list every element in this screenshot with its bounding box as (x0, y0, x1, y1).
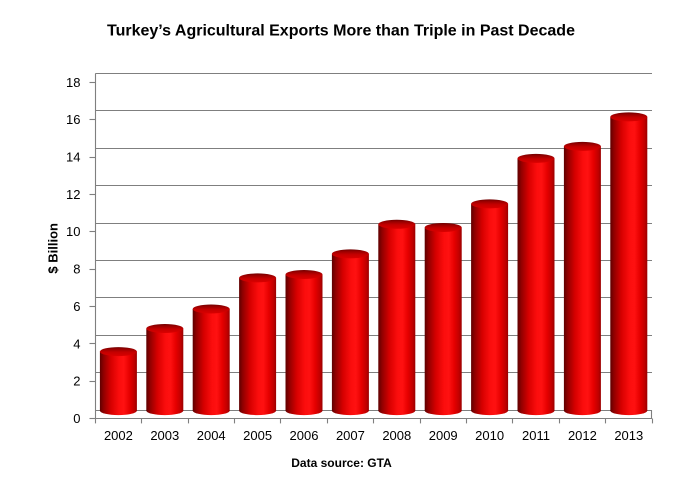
svg-text:2013: 2013 (614, 428, 643, 443)
svg-text:Turkey’s Agricultural Exports: Turkey’s Agricultural Exports More than … (107, 22, 575, 39)
svg-text:2003: 2003 (150, 428, 179, 443)
svg-text:10: 10 (66, 224, 80, 239)
svg-text:2008: 2008 (382, 428, 411, 443)
svg-text:0: 0 (73, 411, 80, 426)
svg-text:6: 6 (73, 299, 80, 314)
svg-text:2002: 2002 (104, 428, 133, 443)
svg-text:16: 16 (66, 112, 80, 127)
svg-text:2005: 2005 (243, 428, 272, 443)
svg-text:$ Billion: $ Billion (45, 223, 60, 274)
svg-text:2009: 2009 (429, 428, 458, 443)
svg-text:Data source: GTA: Data source: GTA (291, 456, 392, 470)
svg-text:2004: 2004 (197, 428, 226, 443)
svg-text:2011: 2011 (522, 428, 550, 443)
svg-text:2: 2 (73, 374, 80, 389)
svg-text:2012: 2012 (568, 428, 597, 443)
svg-text:12: 12 (66, 187, 80, 202)
svg-text:8: 8 (73, 262, 80, 277)
svg-text:2010: 2010 (475, 428, 504, 443)
svg-text:14: 14 (66, 150, 80, 165)
svg-text:18: 18 (66, 75, 80, 90)
svg-text:4: 4 (73, 336, 80, 351)
svg-text:2007: 2007 (336, 428, 365, 443)
svg-text:2006: 2006 (290, 428, 319, 443)
